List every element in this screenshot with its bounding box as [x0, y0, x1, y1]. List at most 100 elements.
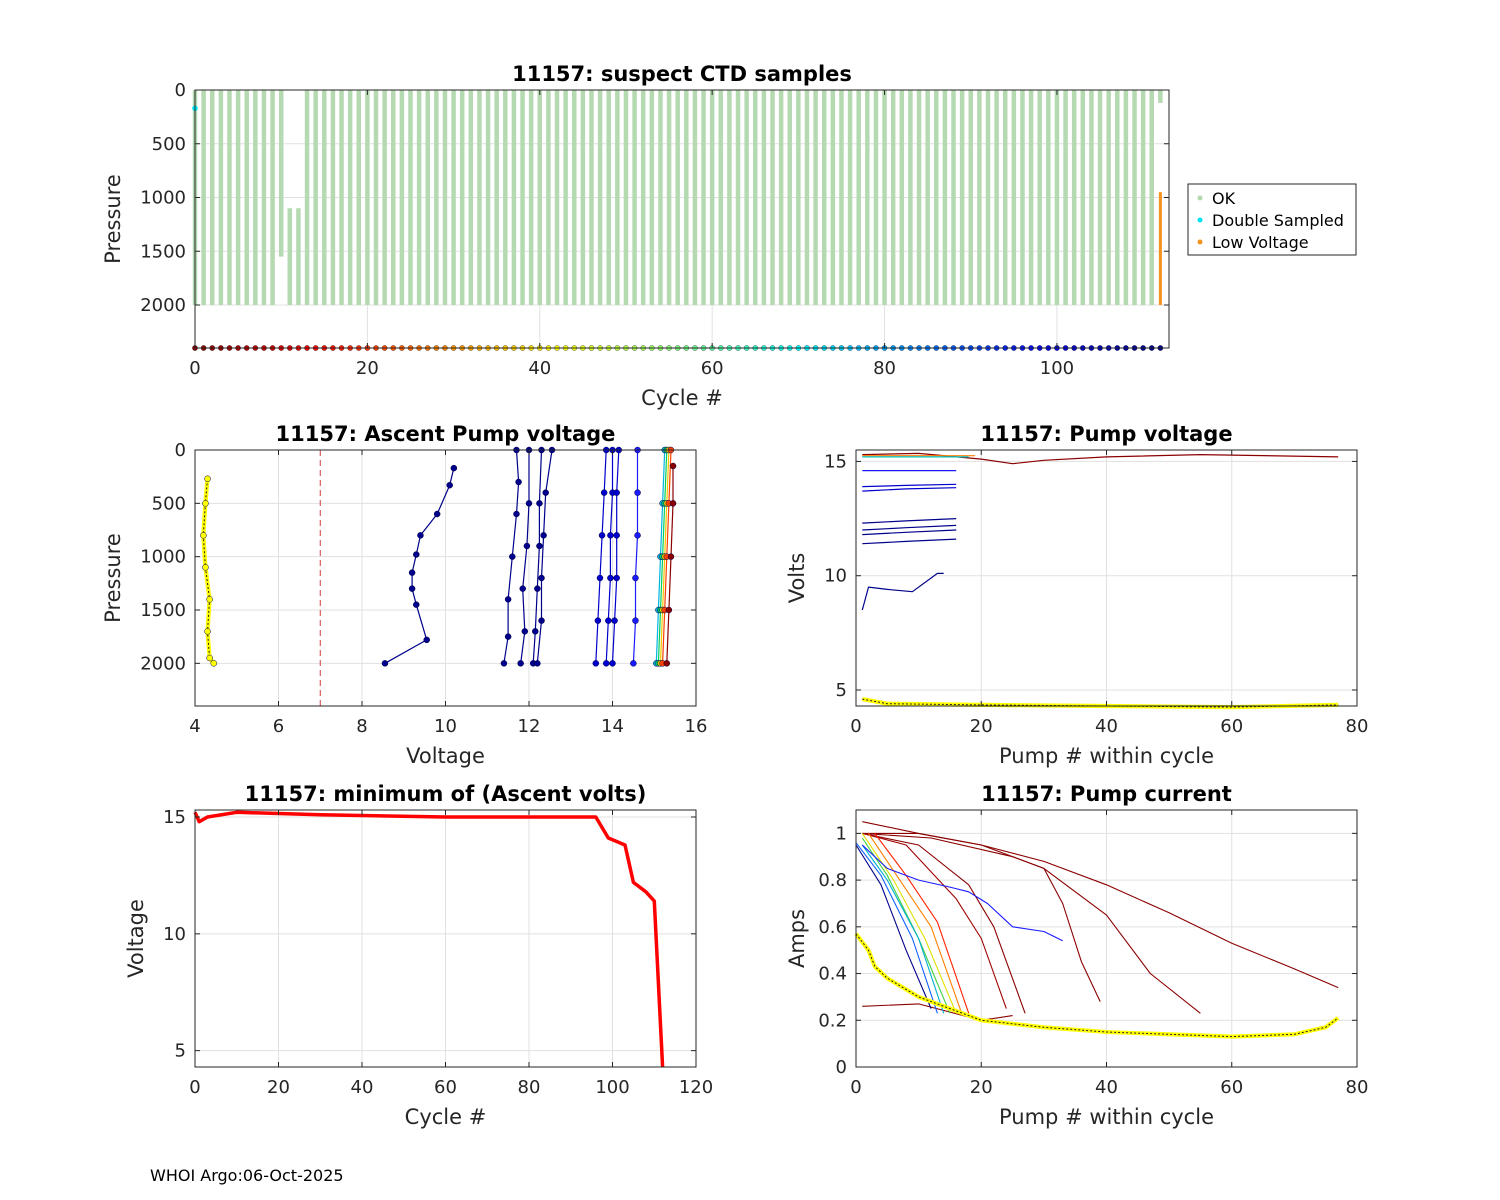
ctd-ylabel: Pressure [101, 174, 125, 264]
ctd-legend-label: Low Voltage [1212, 233, 1309, 252]
pumpi-series-line [862, 832, 1026, 1014]
ascent-series-point [634, 489, 641, 496]
pumpv-series-line [862, 529, 957, 536]
ascent-series-point [536, 542, 543, 550]
pumpi-panel: 0 20 40 60 80 0 0.2 0.4 0.6 0.8 1 11157: Pump curre… [785, 782, 1368, 1129]
ascent-xlabel: Voltage [406, 744, 485, 768]
minv-ytick-label: 5 [175, 1041, 186, 1062]
minv-title: 11157: minimum of (Ascent volts) [245, 782, 647, 806]
pumpi-title: 11157: Pump current [981, 782, 1232, 806]
minv-xtick-label: 60 [434, 1077, 457, 1098]
ctd-legend-marker [1197, 217, 1203, 223]
minv-xtick-label: 20 [267, 1077, 290, 1098]
ctd-title: 11157: suspect CTD samples [512, 62, 852, 86]
ascent-panel: 4 6 8 10 12 14 16 0 500 1000 1500 2000 11157: Ascent… [101, 422, 707, 768]
pumpi-series-line [855, 842, 938, 1014]
ascent-series-point [381, 660, 389, 667]
ascent-series-point [523, 542, 531, 550]
ctd-xtick-label: 20 [356, 358, 379, 379]
ascent-series-point [204, 628, 211, 635]
pumpv-xlabel: Pump # within cycle [999, 744, 1214, 768]
pumpi-xlabel: Pump # within cycle [999, 1105, 1214, 1129]
ascent-xtick-label: 12 [518, 716, 541, 737]
ascent-series-point [417, 532, 424, 539]
ascent-series-point [408, 585, 416, 592]
pumpv-ylabel: Volts [785, 553, 809, 604]
pumpi-xtick-label: 0 [850, 1077, 861, 1098]
ascent-series-point [613, 532, 620, 539]
ctd-xlabel: Cycle # [641, 386, 723, 410]
ascent-ytick-label: 500 [152, 493, 186, 514]
minv-ytick-label: 10 [163, 924, 186, 945]
ctd-ytick-label: 0 [175, 80, 186, 101]
pumpv-series-line [862, 518, 957, 524]
ascent-series-point [632, 574, 639, 582]
minv-xtick-label: 100 [595, 1077, 629, 1098]
ascent-series-point [634, 532, 641, 539]
pumpv-series-line [861, 572, 944, 611]
minv-xtick-label: 120 [679, 1077, 713, 1098]
ascent-series-point [534, 660, 541, 667]
ascent-series-point [423, 636, 430, 644]
pumpv-panel: 0 20 40 60 80 5 10 15 11157: Pump voltage Pump # … [785, 422, 1368, 768]
ascent-series-line [384, 467, 455, 664]
ascent-series-point [513, 510, 520, 518]
ascent-series-point [596, 574, 604, 582]
pumpi-xtick-label: 20 [970, 1077, 993, 1098]
ascent-series-point [504, 633, 512, 640]
ascent-series-point [433, 510, 441, 518]
pumpi-series-line [874, 833, 970, 1014]
ascent-series-point [663, 660, 671, 667]
ctd-legend-marker [1197, 195, 1203, 201]
ascent-xtick-label: 6 [273, 716, 284, 737]
pumpi-series-line [862, 832, 1007, 1009]
ascent-series-line [611, 449, 620, 664]
ascent-series-point [632, 617, 639, 624]
pumpi-series-line [862, 832, 1101, 1002]
minv-xtick-label: 80 [518, 1077, 541, 1098]
minv-xtick-label: 0 [189, 1077, 200, 1098]
pumpv-xtick-label: 0 [850, 716, 861, 737]
ascent-xtick-label: 4 [189, 716, 200, 737]
ascent-series-point [200, 532, 207, 539]
ascent-series-line [536, 449, 553, 664]
pumpi-ytick-label: 0.6 [818, 917, 847, 938]
ascent-series-point [206, 596, 213, 603]
pumpv-xtick-label: 40 [1095, 716, 1118, 737]
ascent-series-point [504, 596, 512, 603]
pumpv-series-line [862, 487, 957, 492]
ctd-xtick-label: 40 [528, 358, 551, 379]
pumpi-ytick-label: 0.2 [818, 1010, 847, 1031]
ascent-ylabel: Pressure [101, 533, 125, 623]
ascent-series-line [595, 449, 607, 664]
ctd-xtick-label: 80 [873, 358, 896, 379]
ascent-series-line [532, 449, 543, 664]
ascent-series-point [602, 660, 610, 667]
ascent-xtick-label: 16 [685, 716, 708, 737]
pumpv-series-line [862, 452, 1339, 465]
ascent-xtick-label: 10 [434, 716, 457, 737]
ascent-series-point [613, 489, 620, 496]
ascent-series-point [408, 569, 416, 576]
ctd-ytick-label: 2000 [140, 295, 186, 316]
pumpi-ytick-label: 1 [836, 823, 847, 844]
pumpi-ytick-label: 0.8 [818, 870, 847, 891]
ctd-legend: OK Double Sampled Low Voltage [1187, 183, 1357, 256]
ascent-xtick-label: 8 [356, 716, 367, 737]
ascent-ytick-label: 0 [175, 440, 186, 461]
ascent-series-line [605, 450, 614, 664]
ctd-legend-label: Double Sampled [1212, 211, 1344, 230]
pumpi-xtick-label: 60 [1220, 1077, 1243, 1098]
ctd-ytick-label: 1500 [140, 241, 186, 262]
ascent-series-point [669, 462, 677, 470]
pumpi-ytick-label: 0.4 [818, 964, 847, 985]
ascent-series-point [536, 500, 543, 507]
ascent-series-point [665, 606, 673, 614]
ascent-series-point [210, 660, 218, 667]
pumpv-series-line [862, 524, 957, 531]
ctd-axes-box [194, 89, 1170, 349]
ascent-series-point [202, 500, 209, 507]
ctd-ytick-label: 500 [152, 134, 186, 155]
pumpi-series-line-overlay [855, 933, 1339, 1038]
ctd-ytick-label: 1000 [140, 188, 186, 209]
